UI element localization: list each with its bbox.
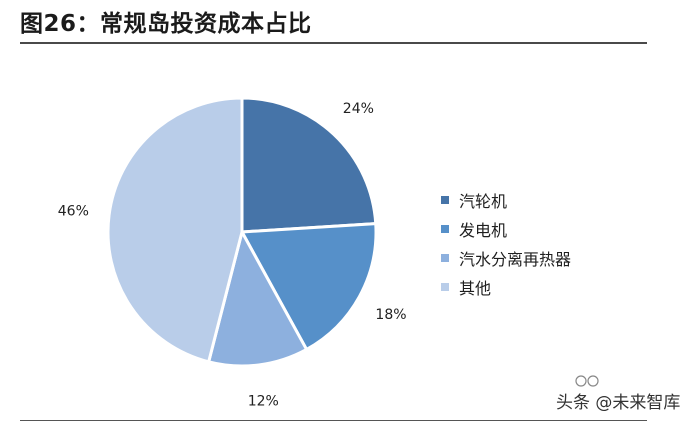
slice-label-3: 12%: [248, 394, 279, 410]
legend-swatch: [441, 195, 449, 204]
bottom-rule: [20, 420, 647, 421]
slice-label-2: 18%: [375, 307, 406, 323]
legend-label: 其他: [459, 278, 492, 298]
watermark-icon: [575, 375, 599, 387]
watermark: 头条 @未来智库: [556, 393, 681, 413]
pie-slice-2: [240, 222, 378, 351]
legend: 汽轮机发电机汽水分离再热器 其他: [441, 185, 571, 301]
chart-title: 图26：常规岛投资成本占比: [20, 11, 312, 37]
legend-swatch: [441, 224, 449, 233]
pie-slice-4: [106, 96, 244, 364]
legend-label: 发电机: [459, 220, 508, 240]
slice-label-4: 46%: [58, 204, 89, 220]
pie-slice-1: [240, 96, 378, 234]
legend-item-3: 汽水分离再热器: [441, 243, 571, 272]
pie-slice-3: [207, 230, 309, 368]
legend-swatch: [441, 253, 449, 262]
legend-item-4: 其他: [441, 272, 571, 301]
slice-label-1: 24%: [343, 101, 374, 117]
legend-item-2: 发电机: [441, 214, 571, 243]
legend-swatch: [441, 282, 449, 291]
legend-label: 汽水分离再热器: [459, 249, 572, 269]
legend-item-1: 汽轮机: [441, 185, 571, 214]
title-underline: [20, 42, 647, 44]
legend-label: 汽轮机: [459, 191, 508, 211]
